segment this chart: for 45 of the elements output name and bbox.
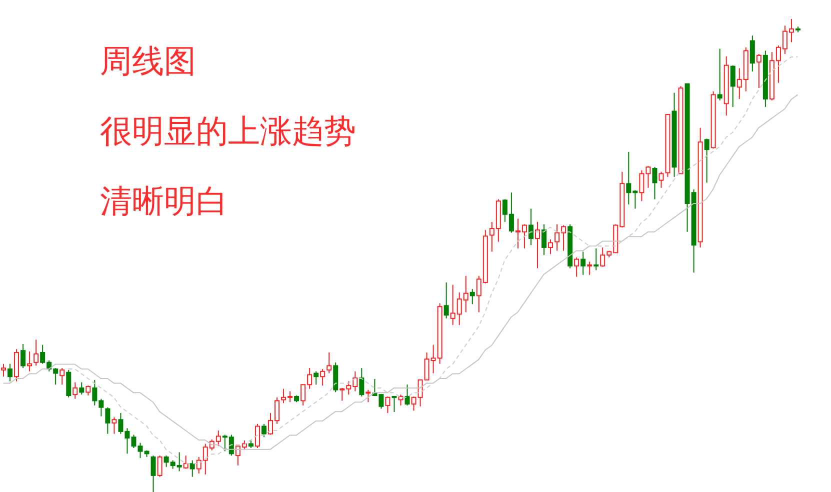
candlestick <box>320 368 326 386</box>
annotation: 很明显的上涨趋势 <box>100 111 356 152</box>
candlestick <box>580 251 586 276</box>
candlestick <box>717 48 722 101</box>
candlestick <box>542 224 547 256</box>
candlestick <box>398 394 404 406</box>
candlestick <box>27 351 32 372</box>
candlestick <box>658 171 664 188</box>
candlestick <box>86 385 91 396</box>
candlestick <box>254 423 260 449</box>
candlestick <box>150 455 156 492</box>
candlestick <box>34 339 39 366</box>
candlestick <box>366 389 371 403</box>
candlestick <box>60 368 65 386</box>
candlestick <box>79 382 84 396</box>
candlestick <box>112 416 117 434</box>
candlestick <box>157 455 162 478</box>
candlestick <box>730 64 736 108</box>
candlestick <box>528 208 534 246</box>
candlestick <box>404 384 410 406</box>
candlestick <box>594 248 599 271</box>
candlestick <box>392 396 397 413</box>
annotation: 周线图 <box>100 41 196 82</box>
candlestick <box>190 460 195 478</box>
candlestick <box>444 282 449 319</box>
candlestick <box>470 288 475 305</box>
annotation: 清晰明白 <box>100 181 228 222</box>
candlestick <box>72 382 78 400</box>
candlestick <box>105 406 110 434</box>
candlestick <box>326 352 332 374</box>
candlestick <box>183 455 188 470</box>
candlestick <box>66 369 72 398</box>
candlestick <box>261 423 266 438</box>
candlestick <box>314 370 319 386</box>
candlestick <box>385 396 390 414</box>
candlestick <box>20 343 26 369</box>
candlestick <box>756 54 762 89</box>
candlestick <box>574 256 580 278</box>
candlestick <box>704 138 710 184</box>
candlestick <box>359 368 364 397</box>
candlestick <box>8 363 13 382</box>
candlestick <box>535 221 540 269</box>
candlestick <box>587 261 592 276</box>
candlestick <box>652 166 658 200</box>
candlestick <box>750 35 755 72</box>
